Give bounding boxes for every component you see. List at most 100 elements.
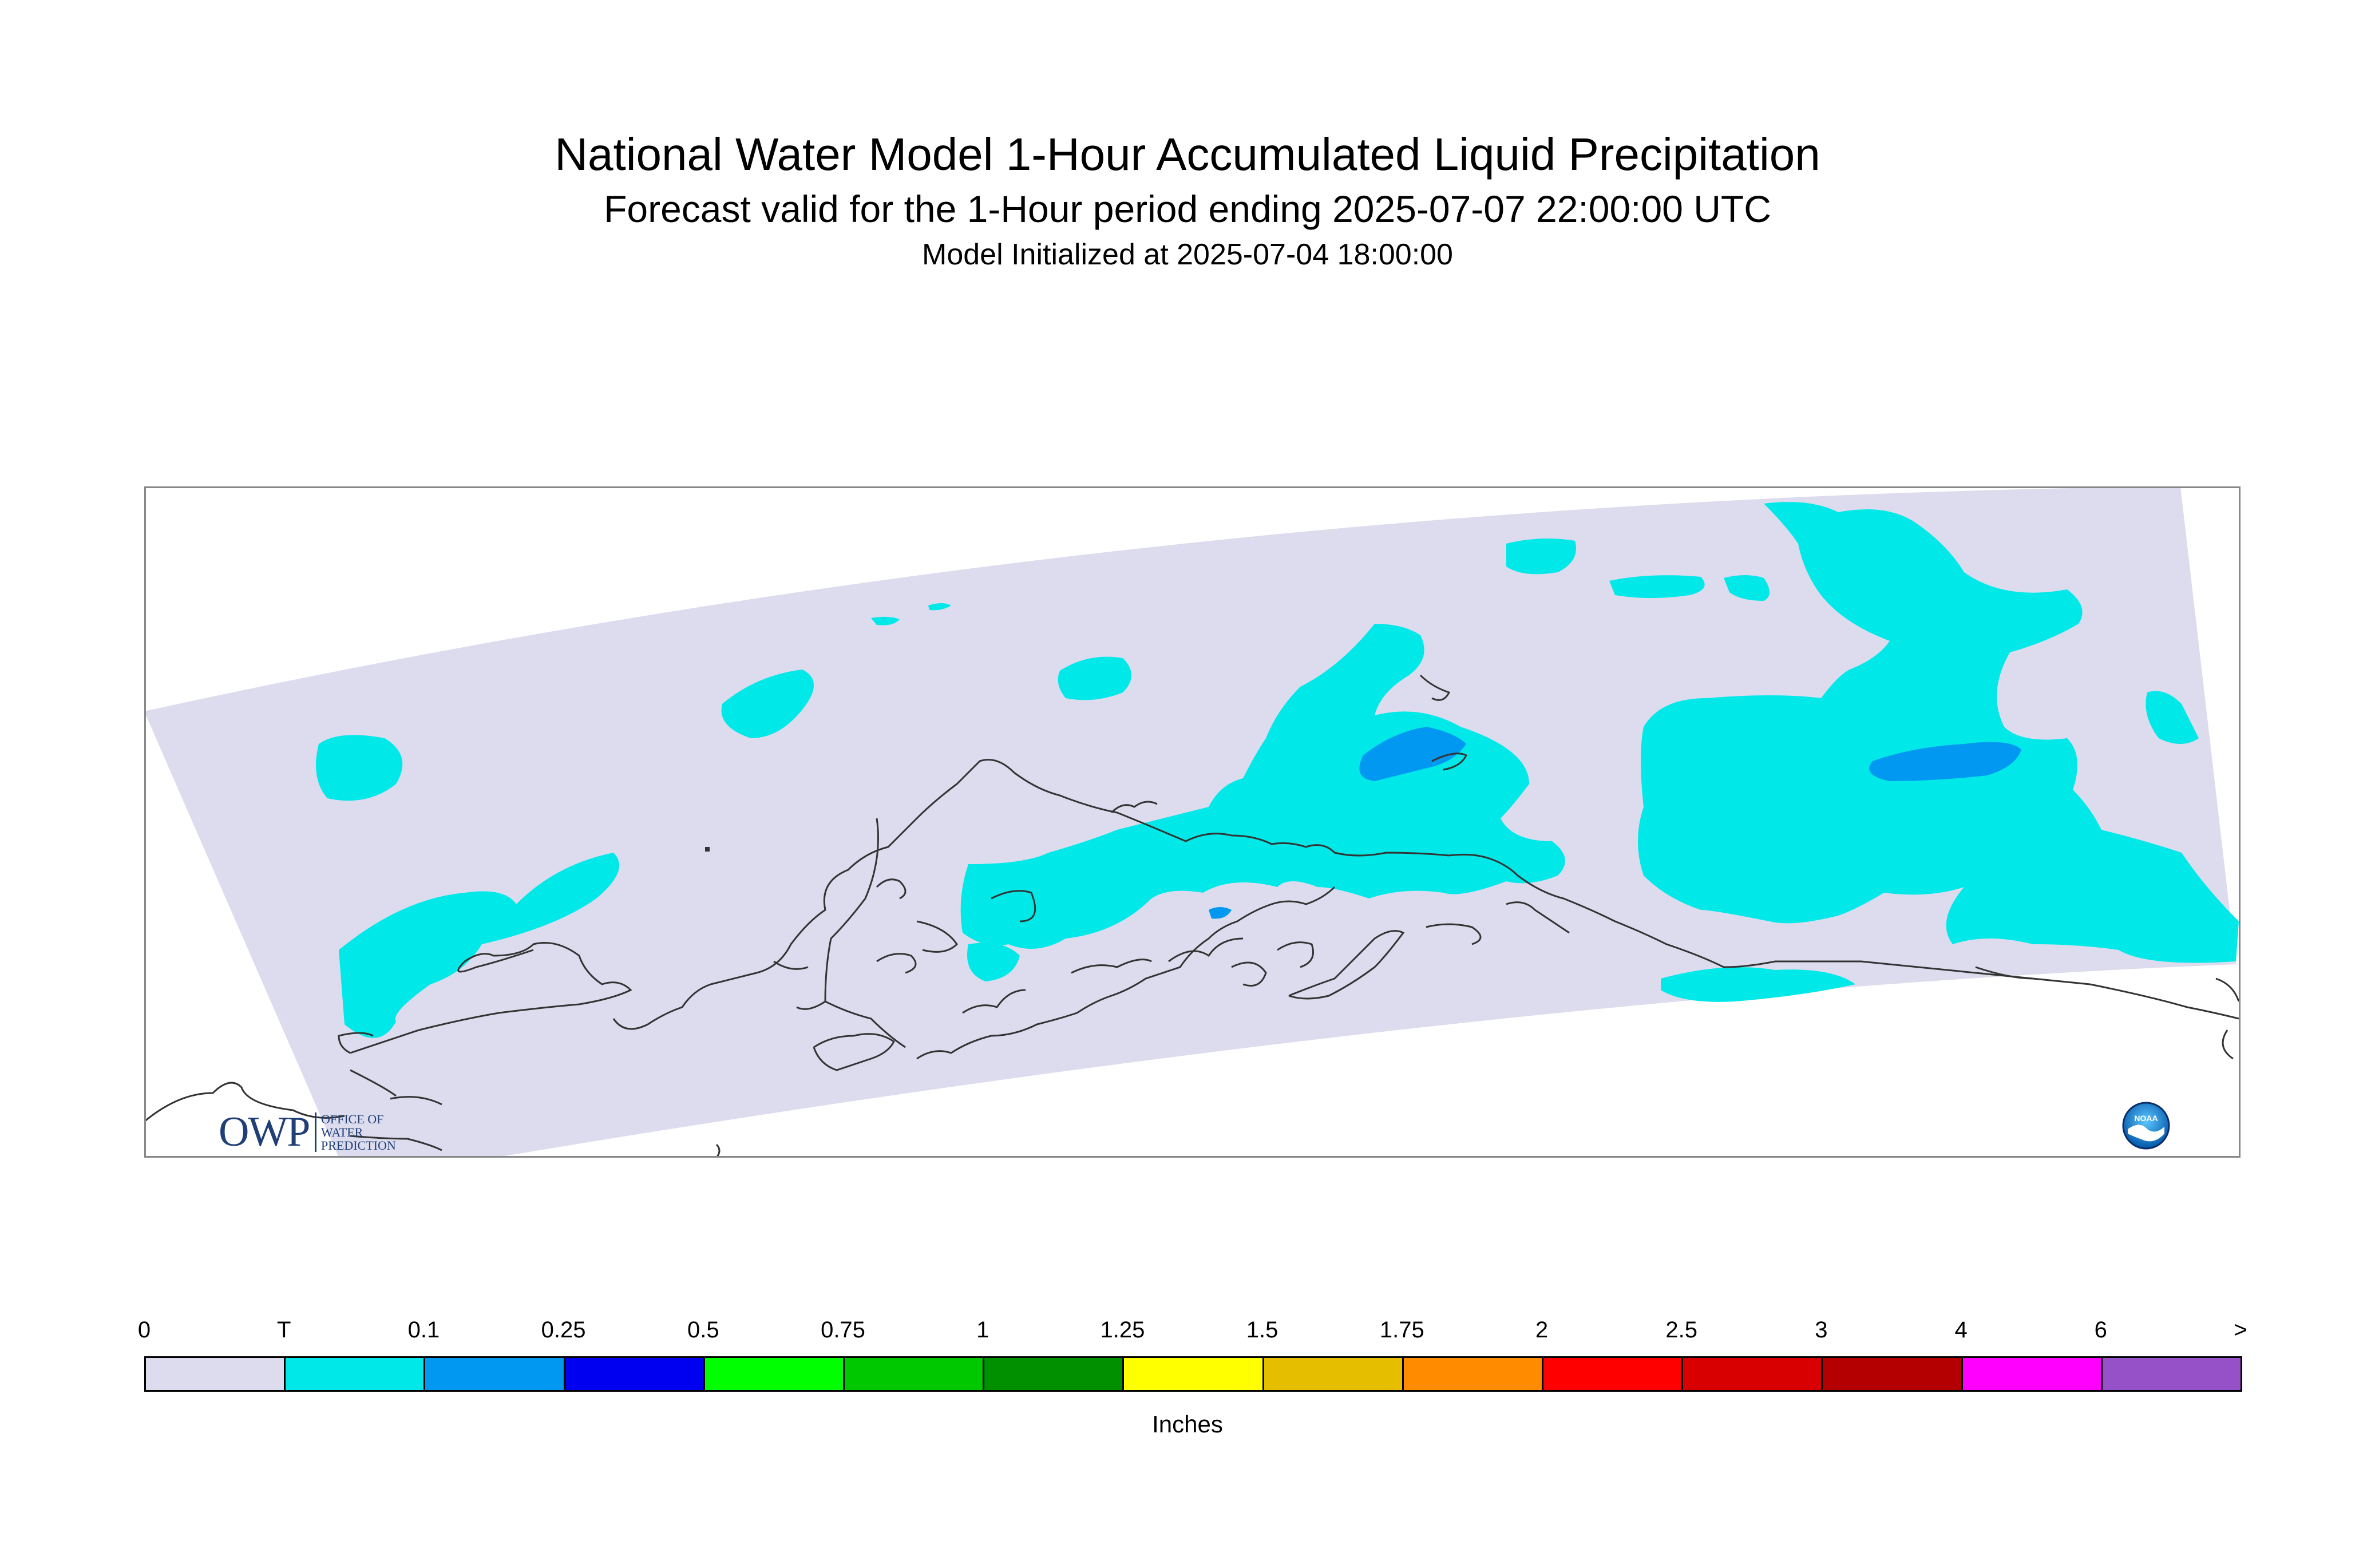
colorbar-segment (1122, 1356, 1264, 1392)
coastline (773, 960, 809, 970)
trace-area (1661, 967, 1855, 1002)
map-svg (144, 486, 2240, 1158)
owp-subtitle-line: WATER (321, 1125, 363, 1139)
coastline (715, 1143, 721, 1158)
colorbar-label: 1.75 (1379, 1317, 1424, 1343)
coastline (1288, 930, 1405, 1000)
colorbar-segment (284, 1356, 426, 1392)
coastline (2215, 977, 2240, 1002)
colorbar-label: 6 (2094, 1317, 2107, 1343)
colorbar-segment (1961, 1356, 2103, 1392)
coastline (1975, 966, 2033, 980)
colorbar-segment (1402, 1356, 1543, 1392)
coastline (144, 1082, 345, 1123)
noaa-emblem: NOAA (2122, 1102, 2170, 1150)
coastline (338, 1032, 374, 1054)
trace-area (1918, 679, 1953, 702)
coastline (1431, 753, 1468, 771)
coastline (350, 942, 632, 1054)
trace-area (721, 670, 814, 738)
owp-subtitle-line: PREDICTION (321, 1138, 396, 1153)
colorbar-label: 0.25 (541, 1317, 586, 1343)
trace-area (1609, 575, 1705, 598)
coastline (1506, 901, 1570, 934)
coastline (962, 989, 1026, 1014)
model-init-subtitle: Model Initialized at 2025-07-04 18:00:00 (922, 238, 1453, 271)
coastline (876, 878, 907, 900)
light-precip-area (1359, 727, 1466, 781)
light-precip-areas (1209, 727, 2021, 919)
colorbar-segment (1542, 1356, 1684, 1392)
colorbar-label: 0.1 (407, 1317, 440, 1343)
colorbar-segment (423, 1356, 565, 1392)
trace-area (339, 853, 619, 1038)
coastline (991, 890, 1036, 922)
trace-area (2146, 691, 2199, 744)
colorbar-label: 1.5 (1246, 1317, 1278, 1343)
colorbar-label: 2 (1535, 1317, 1549, 1343)
colorbar-label: 0.5 (687, 1317, 719, 1343)
coastline (1419, 674, 1451, 701)
coastline (1231, 961, 1267, 987)
colorbar-segment (563, 1356, 705, 1392)
noaa-logo: NOAA (2122, 1102, 2170, 1150)
trace-area (967, 943, 1020, 981)
coastline (876, 953, 917, 974)
coastline (824, 818, 906, 1048)
colorbar-segment (1262, 1356, 1404, 1392)
light-precip-area (1869, 742, 2021, 781)
colorbar-segment (703, 1356, 845, 1392)
colorbar-segment (1681, 1356, 1823, 1392)
colorbar-units: Inches (1152, 1411, 1223, 1438)
coastline (813, 1033, 895, 1071)
trace-area (316, 735, 403, 801)
trace-area (1724, 575, 1770, 601)
title-block: National Water Model 1-Hour Accumulated … (0, 126, 2375, 275)
trace-area (871, 616, 900, 625)
coastline (796, 1000, 826, 1010)
coastline (916, 920, 958, 953)
coastline (1110, 801, 1158, 814)
coastline (1426, 923, 1482, 945)
colorbar-segment (1821, 1356, 1963, 1392)
coastline (916, 886, 1336, 1060)
colorbar-label: > (2234, 1317, 2247, 1343)
colorbar-segment (843, 1356, 985, 1392)
colorbar-segment (983, 1356, 1125, 1392)
coastline (390, 1096, 442, 1106)
trace-area (928, 603, 951, 611)
light-precip-area (1209, 907, 1232, 919)
colorbar-label: 1.25 (1100, 1317, 1145, 1343)
coastline (612, 759, 1186, 1030)
coastline (2222, 1030, 2234, 1060)
colorbar-segment (2100, 1356, 2242, 1392)
trace-area (1058, 656, 1131, 700)
forecast-valid-subtitle: Forecast valid for the 1-Hour period end… (604, 188, 1771, 230)
coastline (350, 1135, 442, 1151)
colorbar-label: 4 (1954, 1317, 1968, 1343)
colorbar-label: 3 (1815, 1317, 1828, 1343)
colorbar (144, 1356, 2242, 1396)
owp-logo: OWP OFFICE OF WATER PREDICTION (219, 1109, 425, 1155)
trace-area (1638, 502, 2239, 963)
chart-title: National Water Model 1-Hour Accumulated … (555, 129, 1820, 180)
trace-area (960, 624, 1565, 949)
coastline (1168, 937, 1244, 963)
colorbar-segment (144, 1356, 286, 1392)
coastlines (144, 674, 2240, 1158)
island-dot (705, 847, 710, 852)
owp-subtitle-line: OFFICE OF (321, 1112, 384, 1126)
owp-wordmark: OWP (219, 1108, 310, 1155)
colorbar-label: 0.75 (821, 1317, 865, 1343)
trace-area (1506, 538, 1576, 575)
colorbar-label: 2.5 (1665, 1317, 1697, 1343)
colorbar-label: 0 (137, 1317, 151, 1343)
trace-precip-areas (316, 502, 2239, 1038)
coastline (1071, 959, 1152, 974)
noaa-label: NOAA (2134, 1114, 2158, 1123)
colorbar-label: 1 (976, 1317, 989, 1343)
precipitation-map (144, 486, 2241, 1158)
owp-subtitle: OFFICE OF WATER PREDICTION (315, 1112, 396, 1152)
coastline (1277, 941, 1314, 968)
colorbar-label: T (276, 1317, 291, 1343)
